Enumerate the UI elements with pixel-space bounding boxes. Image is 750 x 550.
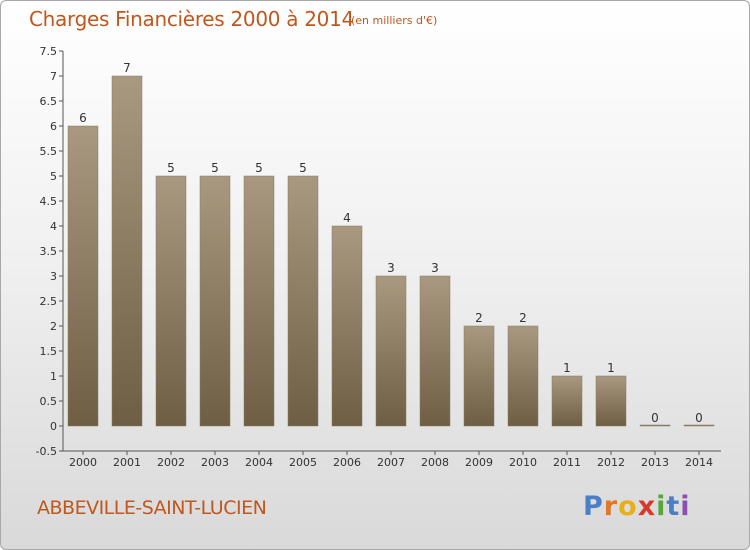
logo-letter: i xyxy=(656,491,667,522)
x-tick-label: 2008 xyxy=(421,456,449,469)
bar xyxy=(155,175,187,427)
x-tick-label: 2009 xyxy=(465,456,493,469)
data-label: 2 xyxy=(519,311,527,325)
bar xyxy=(199,175,231,427)
bar xyxy=(463,325,495,427)
logo-letter: r xyxy=(603,491,619,522)
y-tick-label: 4.5 xyxy=(40,195,58,208)
x-tick-label: 2012 xyxy=(597,456,625,469)
y-tick-label: 7.5 xyxy=(40,45,58,58)
bar xyxy=(67,125,99,427)
bar xyxy=(595,375,627,427)
y-tick-label: 5.5 xyxy=(40,145,58,158)
bar xyxy=(287,175,319,427)
data-label: 4 xyxy=(343,211,351,225)
y-axis: -0.5 0 0.5 1 1.5 2 2.5 3 3.5 4 4.5 5 5.5 6 6.5 7 7.5 xyxy=(36,45,64,458)
y-tick-label: 3 xyxy=(50,270,57,283)
data-label: 1 xyxy=(563,361,571,375)
data-label: 5 xyxy=(255,161,263,175)
x-tick-label: 2001 xyxy=(113,456,141,469)
x-tick-label: 2004 xyxy=(245,456,273,469)
bar xyxy=(375,275,407,427)
bar xyxy=(639,424,671,427)
y-tick-label: 2 xyxy=(50,320,57,333)
data-label: 5 xyxy=(211,161,219,175)
data-label: 0 xyxy=(695,411,703,425)
x-tick-label: 2010 xyxy=(509,456,537,469)
logo-letter: P xyxy=(583,491,604,522)
bar xyxy=(111,75,143,427)
data-label: 7 xyxy=(123,61,131,75)
y-tick-label: 5 xyxy=(50,170,57,183)
proxiti-logo[interactable]: Proxiti xyxy=(583,491,691,522)
x-tick-label: 2005 xyxy=(289,456,317,469)
y-tick-label: 0 xyxy=(50,420,57,433)
city-name: ABBEVILLE-SAINT-LUCIEN xyxy=(37,497,267,519)
x-tick-label: 2014 xyxy=(685,456,713,469)
x-tick-label: 2000 xyxy=(69,456,97,469)
y-tick-label: 1 xyxy=(50,370,57,383)
y-tick-label: 7 xyxy=(50,70,57,83)
data-label: 5 xyxy=(299,161,307,175)
x-tick-label: 2006 xyxy=(333,456,361,469)
chart-title: Charges Financières 2000 à 2014 xyxy=(29,7,354,31)
y-tick-label: 6.5 xyxy=(40,95,58,108)
logo-letter: t xyxy=(666,491,681,522)
logo-letter: i xyxy=(680,491,691,522)
bar xyxy=(243,175,275,427)
y-tick-label: 6 xyxy=(50,120,57,133)
y-tick-label: 2.5 xyxy=(40,295,58,308)
data-label: 6 xyxy=(79,111,87,125)
x-tick-label: 2002 xyxy=(157,456,185,469)
data-label: 3 xyxy=(431,261,439,275)
data-label: 0 xyxy=(651,411,659,425)
x-tick-label: 2003 xyxy=(201,456,229,469)
logo-letter: o xyxy=(618,491,638,522)
x-tick-label: 2013 xyxy=(641,456,669,469)
bar xyxy=(419,275,451,427)
data-label: 5 xyxy=(167,161,175,175)
data-label: 3 xyxy=(387,261,395,275)
y-tick-label: 1.5 xyxy=(40,345,58,358)
y-tick-label: -0.5 xyxy=(36,445,57,458)
data-label: 2 xyxy=(475,311,483,325)
y-tick-label: 0.5 xyxy=(40,395,58,408)
bars xyxy=(67,75,715,427)
logo-letter: x xyxy=(637,491,657,522)
data-label: 1 xyxy=(607,361,615,375)
data-labels: 6 7 5 5 5 5 4 3 3 2 2 1 1 0 0 xyxy=(79,61,703,425)
y-tick-label: 3.5 xyxy=(40,245,58,258)
chart-subtitle: (en milliers d'€) xyxy=(351,14,438,27)
bar xyxy=(507,325,539,427)
x-axis: 2000 2001 2002 2003 2004 2005 2006 2007 2008 2009… xyxy=(63,450,721,469)
y-tick-label: 4 xyxy=(50,220,57,233)
x-tick-label: 2011 xyxy=(553,456,581,469)
bar xyxy=(331,225,363,427)
bar xyxy=(551,375,583,427)
bar xyxy=(683,424,715,427)
x-tick-label: 2007 xyxy=(377,456,405,469)
